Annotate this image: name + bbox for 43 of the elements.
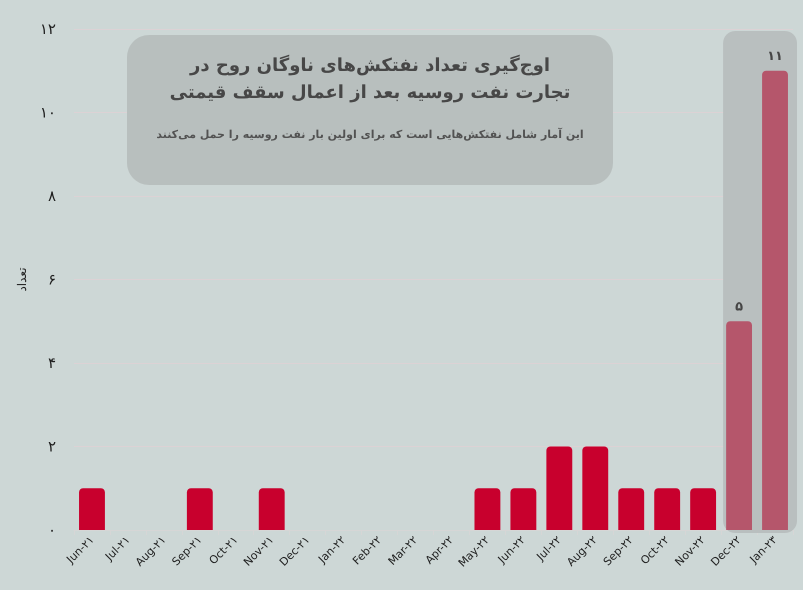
x-tick-label: Dec-۲۱ <box>276 533 312 569</box>
x-tick-label: Nov-۲۱ <box>241 533 276 569</box>
y-tick-label: ۱۲ <box>40 20 56 38</box>
x-tick-label: Apr-۲۲ <box>422 533 456 567</box>
x-tick-label: Oct-۲۱ <box>206 533 240 568</box>
y-tick-label: ۱۰ <box>40 104 56 122</box>
bar <box>79 488 105 530</box>
data-label: ۱۱ <box>767 48 783 64</box>
x-tick-label: Jun-۲۲ <box>494 533 528 567</box>
x-tick-label: Mar-۲۲ <box>386 533 420 568</box>
bar <box>258 488 285 530</box>
x-tick-label: Sep-۲۱ <box>169 533 204 568</box>
bar <box>726 321 752 530</box>
bar <box>618 488 644 530</box>
x-tick-label: May-۲۲ <box>456 533 492 570</box>
y-axis-title: تعداد <box>15 267 29 292</box>
bar <box>510 488 536 530</box>
x-tick-label: Dec-۲۲ <box>708 533 744 569</box>
bar <box>186 488 213 530</box>
x-tick-label: Aug-۲۲ <box>564 533 600 569</box>
x-tick-label: Jan-۲۲ <box>315 533 348 566</box>
x-tick-label: Jul-۲۲ <box>533 533 564 564</box>
bar <box>474 488 500 530</box>
text: این آمار شامل نفتکش‌هایی است که برای اولین بار نفت روسیه را حمل می‌کنند <box>155 128 585 141</box>
y-tick-label: ۶ <box>48 270 56 288</box>
x-tick-label: Nov-۲۲ <box>672 533 708 569</box>
x-tick-label: Feb-۲۲ <box>350 533 384 568</box>
y-tick-label: ۸ <box>48 187 56 205</box>
text: اوج‌گیری تعداد نفتکش‌های ناوگان روح در تجارت نفت روسیه بعد از اعمال سقف قیمتی <box>168 54 572 105</box>
bar <box>654 488 680 530</box>
y-tick-label: ۲ <box>48 438 56 456</box>
x-tick-label: Jun-۲۱ <box>63 533 97 567</box>
y-tick-label: ۰ <box>48 521 56 539</box>
x-tick-label: Jan-۲۳ <box>746 533 780 566</box>
bar <box>546 446 572 530</box>
x-tick-label: Aug-۲۱ <box>132 533 168 569</box>
bar <box>690 488 716 530</box>
x-tick-label: Oct-۲۲ <box>638 533 672 568</box>
x-tick-label: Sep-۲۲ <box>600 533 636 568</box>
y-tick-label: ۴ <box>48 354 56 372</box>
bar <box>582 446 608 530</box>
data-label: ۵ <box>735 299 744 314</box>
x-tick-label: Jul-۲۱ <box>102 533 133 564</box>
